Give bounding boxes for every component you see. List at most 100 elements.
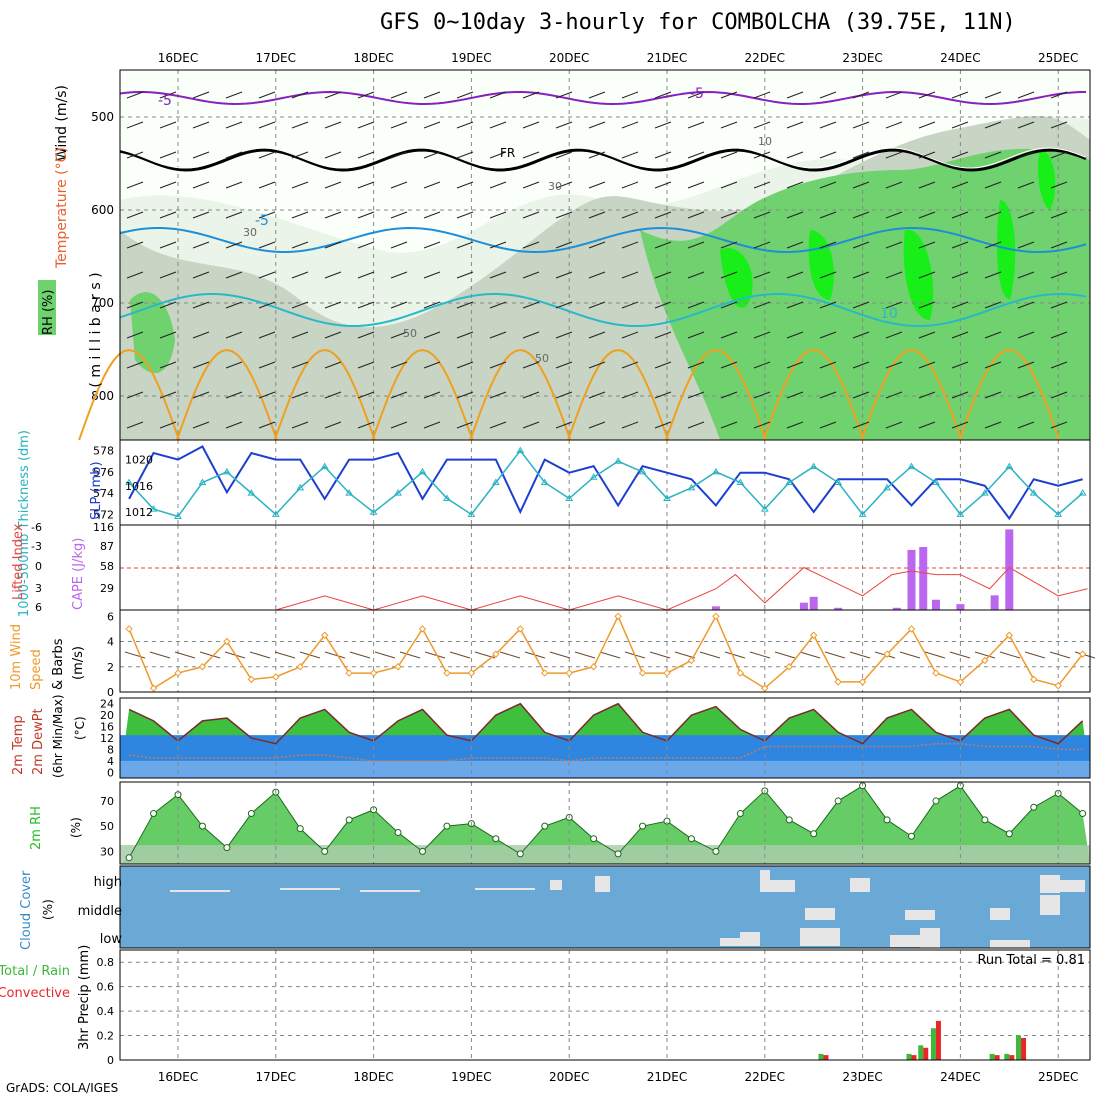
upper-wind-barb xyxy=(291,271,309,279)
upper-wind-barb xyxy=(1017,391,1035,399)
rh2m-low-band xyxy=(120,845,1090,864)
wind-barb xyxy=(924,651,946,659)
thickness-point xyxy=(858,510,867,517)
upper-wind-barb xyxy=(687,391,705,399)
wind-speed-point xyxy=(443,669,451,677)
upper-wind-barb xyxy=(456,151,474,159)
wind-barb xyxy=(549,651,571,659)
temp-contour-minus5 xyxy=(119,90,1087,105)
upper-wind-barb xyxy=(885,421,903,429)
wind-speed-point xyxy=(1054,681,1062,690)
thickness-point xyxy=(198,478,207,485)
thickness-point xyxy=(418,467,427,475)
upper-wind-barb xyxy=(357,271,375,279)
upper-wind-barb xyxy=(390,91,408,99)
wind-barb xyxy=(449,651,471,659)
thickness-point xyxy=(174,512,182,519)
upper-wind-barb xyxy=(1017,91,1035,99)
rh2m-point xyxy=(443,822,451,830)
wind-barb xyxy=(349,651,371,659)
upper-wind-barb xyxy=(621,361,639,369)
temp-contour-warm xyxy=(762,348,865,441)
upper-wind-barb xyxy=(687,271,705,279)
cape-bar xyxy=(711,606,720,610)
upper-wind-barb xyxy=(555,361,573,369)
upper-wind-barb xyxy=(852,241,870,249)
upper-wind-barb xyxy=(192,421,210,429)
wind-speed-point xyxy=(834,678,842,686)
upper-wind-barb xyxy=(951,241,969,249)
thickness-series-line xyxy=(128,449,1084,518)
wind-speed-point xyxy=(785,663,793,671)
upper-wind-barb xyxy=(456,421,474,429)
precip-run-total: Run Total = 0.81 xyxy=(977,953,1085,968)
upper-wind-barb xyxy=(456,91,474,99)
upper-wind-barb xyxy=(489,181,507,189)
upper-wind-barb xyxy=(621,121,639,129)
upper-wind-barb xyxy=(588,91,606,99)
cloud-box xyxy=(850,878,870,892)
precip-ytick: 0.8 xyxy=(97,956,115,969)
upper-wind-barb xyxy=(291,391,309,399)
upper-wind-barb xyxy=(720,331,738,339)
rh2m-point xyxy=(247,810,255,818)
thickness-point xyxy=(467,510,476,517)
date-label-bottom: 16DEC xyxy=(158,1070,198,1084)
upper-wind-barb xyxy=(753,361,771,369)
date-label-bottom: 23DEC xyxy=(842,1070,882,1084)
upper-wind-barb xyxy=(456,301,474,309)
rh2m-point xyxy=(1079,810,1087,818)
slp-ylabel: SLP (mb) xyxy=(89,461,104,520)
date-label-top: 21DEC xyxy=(647,51,687,65)
upper-wind-barb xyxy=(984,181,1002,189)
wind-speed-point xyxy=(223,637,231,646)
cloud-box xyxy=(720,938,740,946)
cloud-box xyxy=(760,870,770,892)
rh2m-point xyxy=(345,816,353,824)
upper-wind-barb xyxy=(852,271,870,279)
upper-wind-barb xyxy=(654,421,672,429)
rh2m-ytick: 30 xyxy=(100,845,114,858)
wind-speed-point xyxy=(956,678,965,686)
upper-wind-barb xyxy=(324,181,342,189)
wind-barb xyxy=(699,651,721,659)
upper-wind-barb xyxy=(126,331,144,339)
upper-wind-barb xyxy=(390,121,408,129)
upper-wind-barb xyxy=(1050,181,1068,189)
upper-wind-barb xyxy=(1017,421,1035,429)
rh-blob-bright xyxy=(1038,150,1056,210)
upper-wind-barb xyxy=(1017,151,1035,159)
upper-wind-barb xyxy=(852,91,870,99)
upper-wind-barb xyxy=(390,301,408,309)
upper-wind-barb xyxy=(555,211,573,219)
upper-wind-barb xyxy=(357,331,375,339)
cloud-ylabel: Cloud Cover xyxy=(19,870,34,950)
upper-wind-barb xyxy=(720,301,738,309)
upper-wind-barb xyxy=(753,301,771,309)
upper-wind-barb xyxy=(687,121,705,129)
date-label-top: 22DEC xyxy=(745,51,785,65)
upper-wind-barb xyxy=(786,121,804,129)
cloud-box xyxy=(805,908,835,920)
precip-total-bar xyxy=(930,1028,936,1060)
upper-wind-barb xyxy=(324,331,342,339)
upper-wind-barb xyxy=(357,181,375,189)
upper-wind-barb xyxy=(522,211,540,219)
cloud-box xyxy=(1040,875,1060,893)
upper-wind-barb xyxy=(159,181,177,189)
cloud-ylabel: (%) xyxy=(41,899,55,920)
wind-barb xyxy=(999,651,1021,659)
upper-wind-barb xyxy=(423,91,441,99)
upper-wind-barb xyxy=(555,91,573,99)
upper-wind-barb xyxy=(522,391,540,399)
li-ylabel: Lifted Index xyxy=(11,523,26,600)
upper-wind-barb xyxy=(753,241,771,249)
upper-wind-barb xyxy=(324,151,342,159)
wind-barb xyxy=(249,651,271,659)
upper-wind-barb xyxy=(225,421,243,429)
li-ytick: -3 xyxy=(31,540,42,553)
precip-total-bar xyxy=(818,1053,824,1060)
temp-contour-warm xyxy=(567,348,670,441)
cloud-box xyxy=(550,880,562,890)
upper-wind-barb xyxy=(192,301,210,309)
